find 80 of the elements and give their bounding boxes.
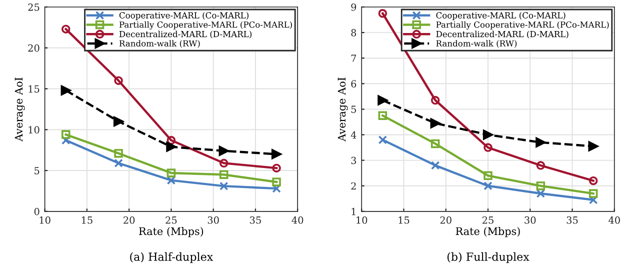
point <box>484 143 492 152</box>
x-axis-title: Rate (Mbps) <box>139 227 204 238</box>
point <box>166 168 176 178</box>
point <box>430 118 440 128</box>
legend-label: Cooperative-MARL (Co-MARL) <box>436 12 566 20</box>
point <box>536 189 546 198</box>
point <box>272 164 281 172</box>
legend-label: Partially Cooperative-MARL (PCo-MARL) <box>119 21 292 30</box>
x-axis-title: Rate (Mbps) <box>456 227 520 238</box>
point <box>484 181 492 190</box>
y-tick-label: 5 <box>34 167 40 174</box>
y-tick-label: 8 <box>351 29 356 36</box>
point <box>219 170 228 179</box>
text: (a) Half-duplex <box>130 252 214 264</box>
y-axis-title: Average AoI <box>14 78 25 142</box>
legend-label: Partially Cooperative-MARL (PCo-MARL) <box>436 21 609 30</box>
y-tick-label: 6 <box>351 80 356 88</box>
point <box>113 116 124 127</box>
point <box>166 142 176 152</box>
point <box>61 136 70 145</box>
x-tick-label: 10 <box>40 216 50 224</box>
text: (b) Full-duplex <box>447 252 530 264</box>
y-tick-label: 9 <box>351 3 356 11</box>
x-tick-label: 10 <box>356 216 368 224</box>
point <box>271 149 282 160</box>
point <box>430 96 440 105</box>
point <box>272 178 281 186</box>
point <box>219 182 228 190</box>
point <box>484 171 492 180</box>
y-tick-label: 3 <box>351 156 356 164</box>
point <box>430 139 440 148</box>
x-tick-label: 30 <box>208 216 219 224</box>
point <box>61 24 70 34</box>
point <box>588 189 598 198</box>
point <box>114 158 123 168</box>
point <box>536 161 546 170</box>
point <box>430 161 440 170</box>
legend-label: Decentralized-MARL (D-MARL) <box>119 30 252 38</box>
y-tick-label: 15 <box>28 85 40 93</box>
x-tick-label: 20 <box>440 216 452 224</box>
y-tick-label: 7 <box>351 54 356 62</box>
y-tick-label: 25 <box>28 3 40 11</box>
point <box>114 76 123 85</box>
x-tick-label: 40 <box>292 216 304 224</box>
x-tick-label: 40 <box>608 216 620 224</box>
y-tick-label: 2 <box>351 182 356 190</box>
point <box>114 148 123 158</box>
point <box>588 176 598 186</box>
legend-label: Random-walk (RW) <box>119 40 200 48</box>
point <box>536 181 546 190</box>
y-tick-label: 0 <box>34 208 40 216</box>
y-tick-label: 10 <box>28 126 40 134</box>
point <box>218 146 229 156</box>
legend-label: Cooperative-MARL (Co-MARL) <box>119 12 248 20</box>
x-tick-label: 20 <box>124 216 135 224</box>
legend-label: Random-walk (RW) <box>436 40 517 48</box>
point <box>378 9 388 18</box>
x-tick-label: 25 <box>482 216 494 224</box>
x-tick-label: 35 <box>566 216 578 224</box>
point <box>378 95 388 106</box>
y-tick-label: 20 <box>28 44 40 52</box>
point <box>536 137 546 148</box>
point <box>378 111 388 120</box>
x-tick-label: 25 <box>166 216 177 224</box>
x-tick-label: 35 <box>250 216 261 224</box>
y-axis-title: Average AoI <box>338 78 348 142</box>
point <box>166 136 176 145</box>
point <box>588 141 598 152</box>
y-tick-label: 1 <box>352 208 356 216</box>
y-tick-label: 4 <box>350 131 356 138</box>
legend-label: Decentralized-MARL (D-MARL) <box>436 30 568 38</box>
x-tick-label: 15 <box>82 216 92 224</box>
point <box>378 135 388 144</box>
point <box>482 130 494 140</box>
point <box>60 85 71 96</box>
y-tick-label: 5 <box>351 106 356 114</box>
point <box>219 158 228 168</box>
x-tick-label: 15 <box>398 216 410 224</box>
point <box>61 130 70 139</box>
x-tick-label: 30 <box>524 216 536 224</box>
